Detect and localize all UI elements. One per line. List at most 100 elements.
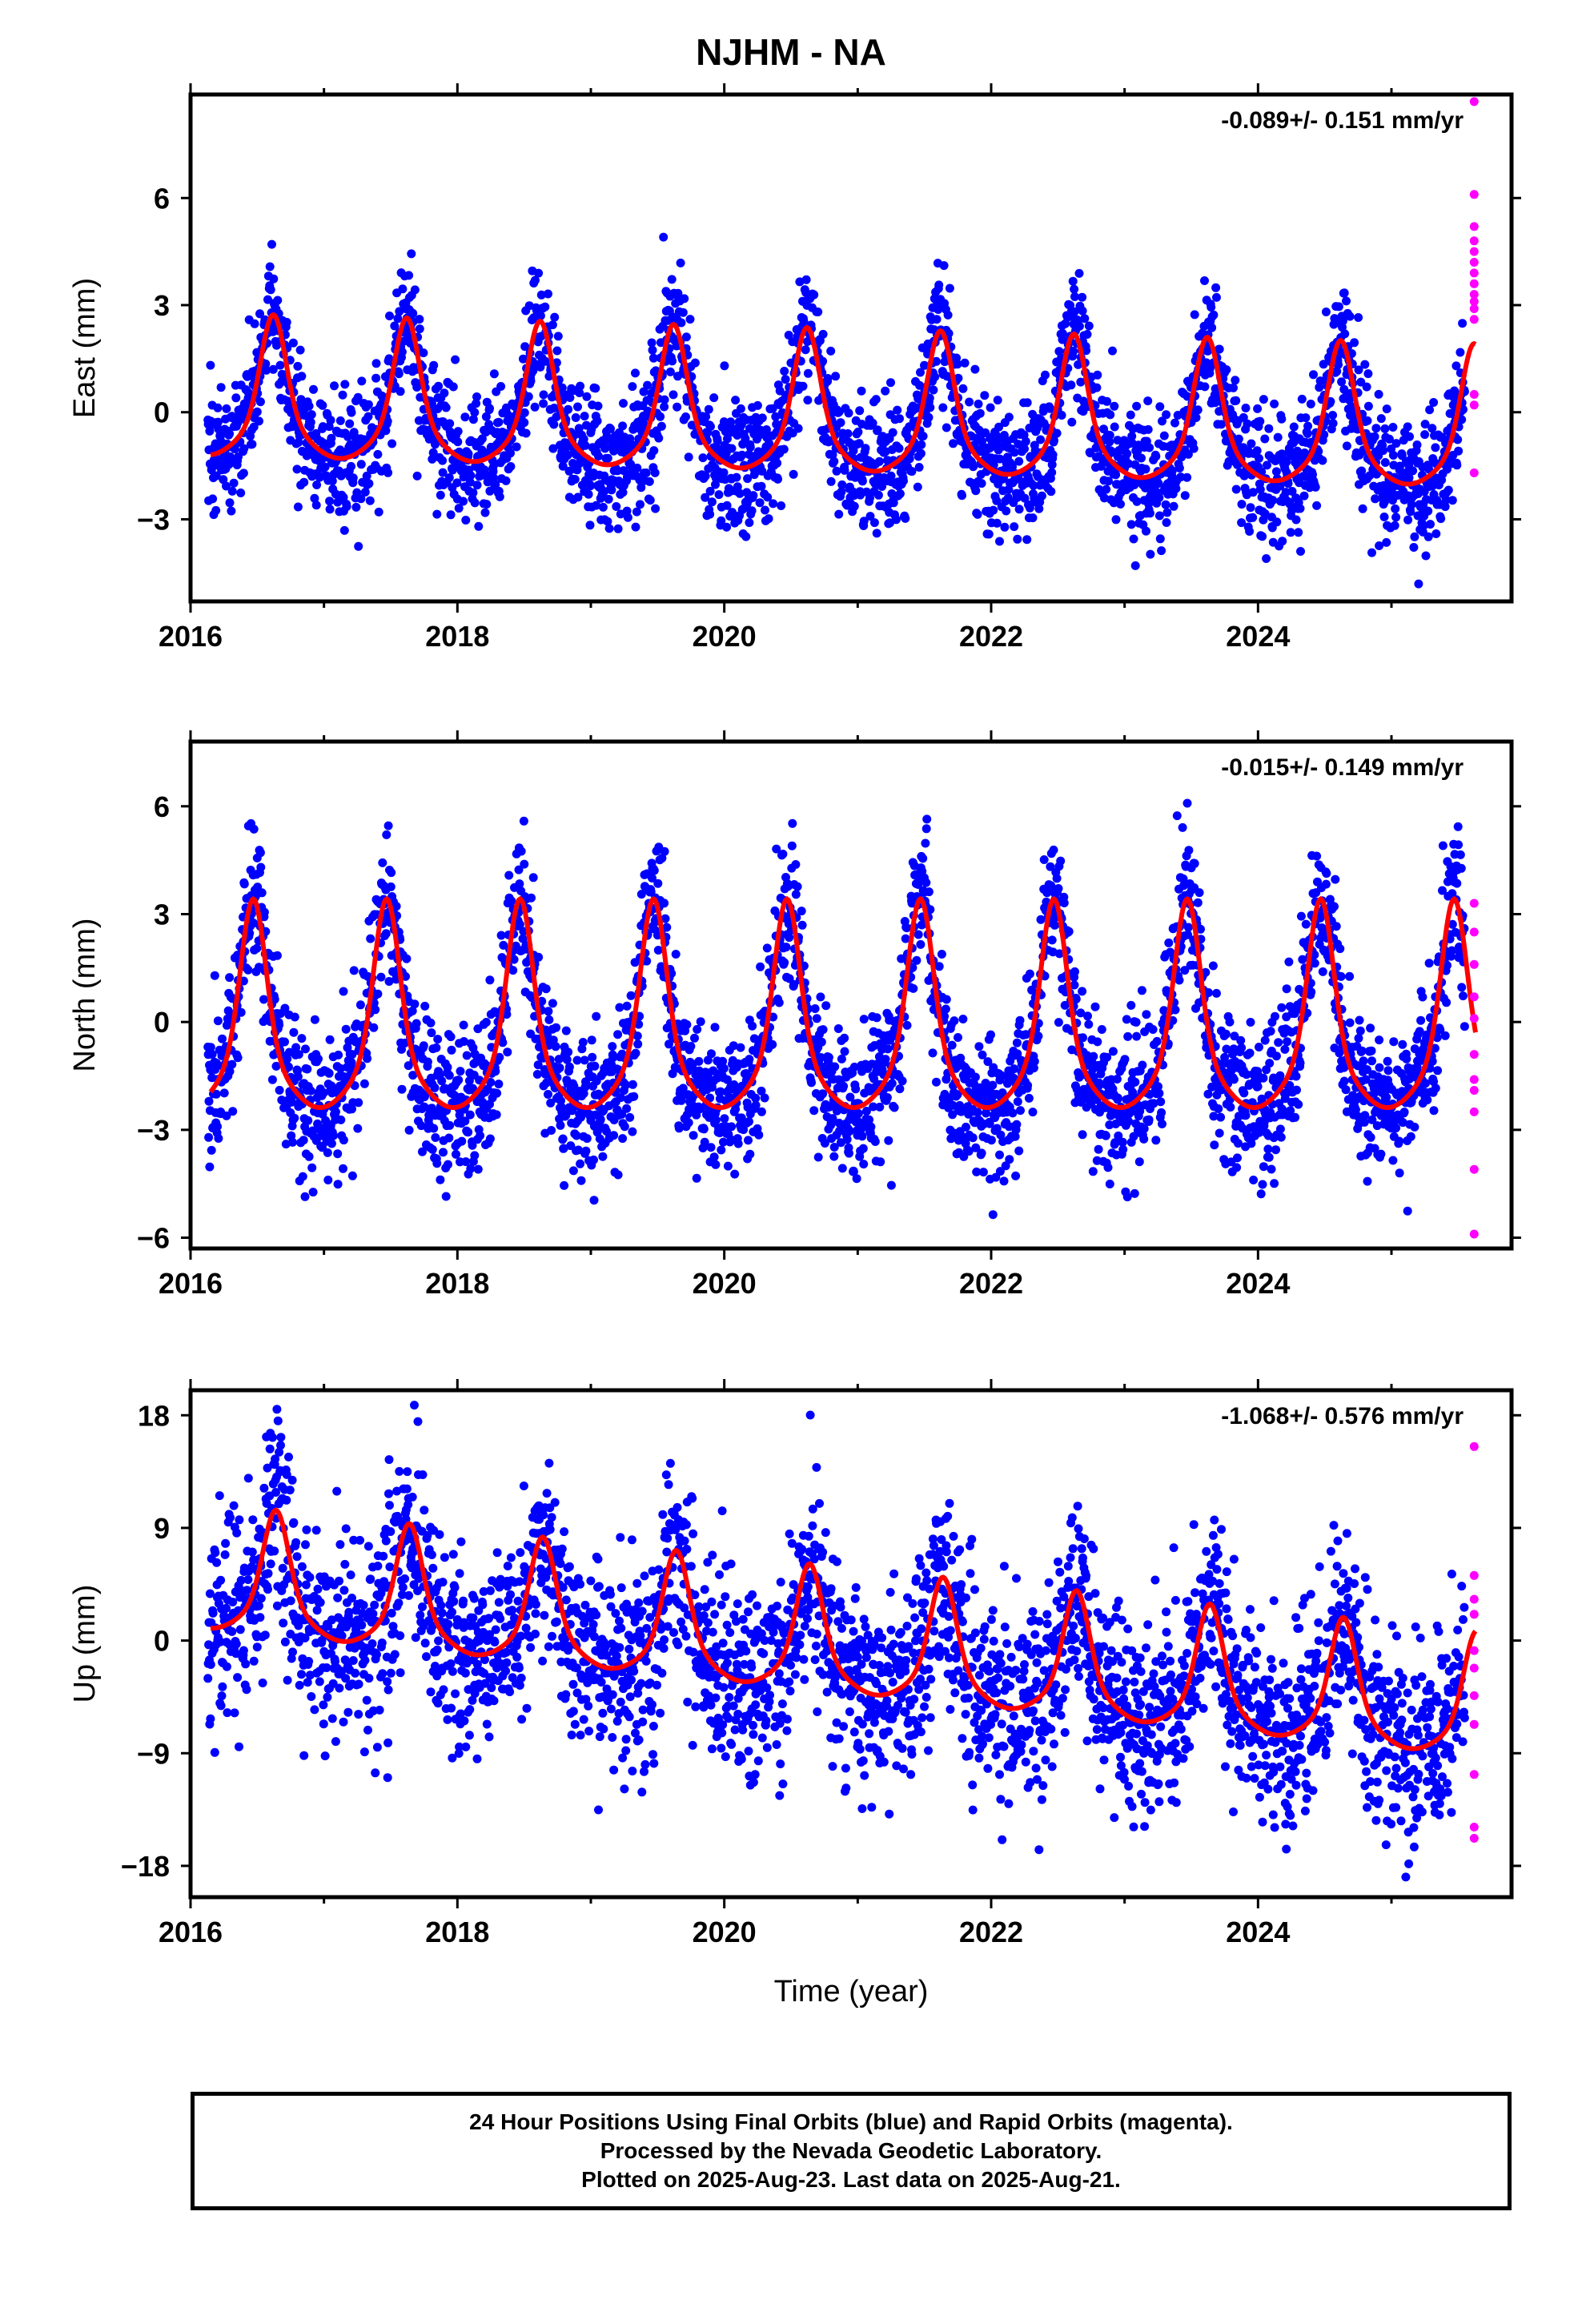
final-orbit-point bbox=[1427, 424, 1437, 433]
final-orbit-point bbox=[649, 866, 659, 875]
final-orbit-point bbox=[631, 522, 640, 532]
final-orbit-point bbox=[250, 319, 259, 328]
final-orbit-point bbox=[255, 416, 263, 426]
final-orbit-point bbox=[681, 412, 690, 421]
final-orbit-point bbox=[309, 384, 318, 394]
final-orbit-point bbox=[641, 468, 651, 477]
final-orbit-point bbox=[954, 373, 963, 383]
final-orbit-point bbox=[719, 468, 729, 477]
final-orbit-point bbox=[1303, 429, 1312, 438]
final-orbit-point bbox=[866, 1122, 876, 1132]
final-orbit-point bbox=[733, 1139, 743, 1148]
final-orbit-point bbox=[1338, 316, 1347, 326]
final-orbit-point bbox=[515, 919, 524, 929]
final-orbit-point bbox=[788, 818, 797, 828]
final-orbit-point bbox=[631, 1048, 640, 1058]
final-orbit-point bbox=[871, 395, 881, 404]
final-orbit-point bbox=[717, 516, 726, 525]
rapid-orbit-point bbox=[1469, 400, 1479, 410]
final-orbit-point bbox=[329, 1131, 339, 1140]
final-orbit-point bbox=[464, 449, 473, 459]
final-orbit-point bbox=[1169, 501, 1178, 511]
final-orbit-point bbox=[446, 510, 456, 520]
final-orbit-point bbox=[408, 1071, 418, 1080]
final-orbit-point bbox=[225, 429, 235, 439]
final-orbit-point bbox=[857, 386, 866, 396]
final-orbit-point bbox=[745, 1055, 754, 1064]
final-orbit-point bbox=[831, 372, 841, 381]
final-orbit-point bbox=[643, 380, 652, 390]
final-orbit-point bbox=[247, 440, 257, 449]
final-orbit-point bbox=[1273, 432, 1283, 442]
final-orbit-point bbox=[292, 464, 302, 474]
final-orbit-point bbox=[818, 356, 828, 366]
final-orbit-point bbox=[334, 1050, 343, 1059]
final-orbit-point bbox=[762, 943, 772, 953]
final-orbit-point bbox=[883, 1044, 893, 1054]
final-orbit-point bbox=[707, 497, 717, 507]
final-orbit-point bbox=[255, 309, 264, 319]
final-orbit-point bbox=[470, 498, 480, 508]
final-orbit-point bbox=[395, 307, 404, 316]
final-orbit-point bbox=[1211, 398, 1220, 408]
final-orbit-point bbox=[1360, 360, 1370, 369]
final-orbit-point bbox=[1078, 306, 1087, 316]
final-orbit-point bbox=[324, 1068, 334, 1078]
final-orbit-point bbox=[854, 439, 864, 448]
final-orbit-point bbox=[625, 434, 635, 444]
final-orbit-point bbox=[387, 868, 396, 878]
final-orbit-point bbox=[981, 1079, 990, 1088]
rapid-orbit-point bbox=[1469, 304, 1479, 313]
final-orbit-point bbox=[236, 489, 246, 497]
y-tick-label: 6 bbox=[154, 182, 170, 215]
final-orbit-point bbox=[396, 387, 405, 396]
final-orbit-point bbox=[579, 1089, 588, 1098]
final-orbit-point bbox=[842, 1135, 852, 1144]
final-orbit-point bbox=[781, 943, 791, 952]
final-orbit-point bbox=[591, 384, 600, 393]
final-orbit-point bbox=[445, 1120, 455, 1130]
final-orbit-point bbox=[578, 1038, 588, 1047]
final-orbit-point bbox=[1200, 276, 1209, 285]
final-orbit-point bbox=[829, 456, 839, 466]
final-orbit-point bbox=[530, 402, 540, 412]
final-orbit-point bbox=[897, 1076, 907, 1086]
final-orbit-point bbox=[745, 450, 753, 459]
final-orbit-point bbox=[733, 431, 742, 440]
final-orbit-point bbox=[394, 369, 404, 379]
final-orbit-point bbox=[465, 1110, 475, 1120]
final-orbit-point bbox=[1371, 424, 1381, 433]
final-orbit-point bbox=[1268, 496, 1278, 505]
final-orbit-point bbox=[1315, 383, 1324, 392]
final-orbit-point bbox=[778, 850, 788, 858]
final-orbit-point bbox=[267, 1075, 277, 1084]
final-orbit-point bbox=[280, 1037, 289, 1047]
final-orbit-point bbox=[1126, 410, 1135, 420]
final-orbit-point bbox=[741, 434, 750, 443]
final-orbit-point bbox=[216, 383, 226, 392]
final-orbit-point bbox=[501, 476, 511, 485]
final-orbit-point bbox=[519, 816, 528, 826]
final-orbit-point bbox=[536, 290, 546, 300]
final-orbit-point bbox=[580, 412, 589, 421]
final-orbit-point bbox=[789, 979, 799, 989]
final-orbit-point bbox=[872, 1013, 881, 1023]
final-orbit-point bbox=[647, 338, 656, 348]
final-orbit-point bbox=[499, 940, 508, 950]
final-orbit-point bbox=[631, 368, 640, 378]
final-orbit-point bbox=[211, 505, 221, 515]
final-orbit-point bbox=[735, 489, 745, 498]
final-orbit-point bbox=[1200, 382, 1210, 392]
final-orbit-point bbox=[410, 285, 420, 295]
final-orbit-point bbox=[474, 521, 484, 531]
final-orbit-point bbox=[347, 408, 356, 417]
final-orbit-point bbox=[485, 975, 495, 985]
final-orbit-point bbox=[1102, 485, 1111, 494]
final-orbit-point bbox=[427, 1028, 436, 1038]
final-orbit-point bbox=[821, 1001, 831, 1011]
final-orbit-point bbox=[853, 427, 863, 436]
final-orbit-point bbox=[769, 499, 778, 509]
final-orbit-point bbox=[674, 1124, 684, 1133]
final-orbit-point bbox=[486, 1078, 496, 1087]
final-orbit-point bbox=[772, 844, 781, 854]
